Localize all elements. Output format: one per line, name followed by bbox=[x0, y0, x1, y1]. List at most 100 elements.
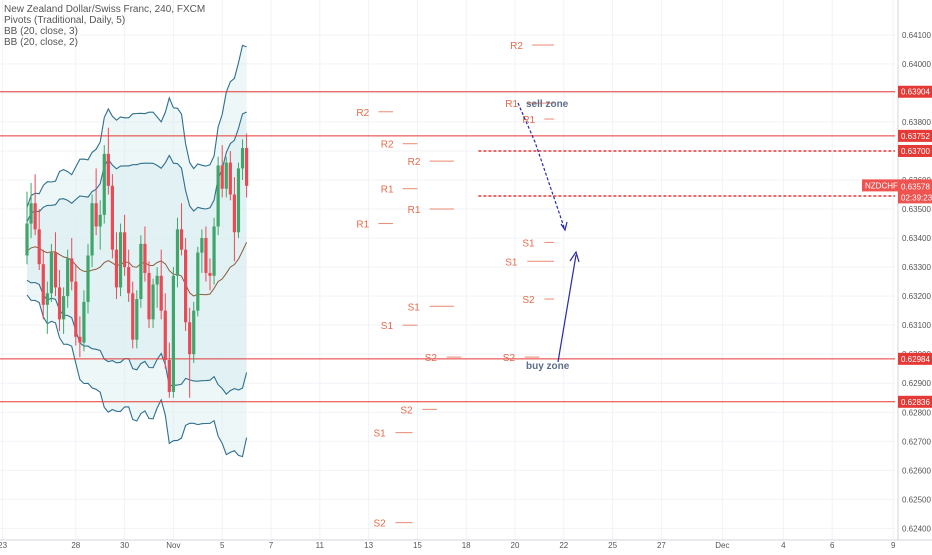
candle bbox=[66, 249, 70, 308]
pivot-label: R1 bbox=[505, 99, 518, 110]
pivot-label: S1 bbox=[408, 302, 421, 313]
candle-body bbox=[94, 203, 98, 227]
time-tick: 9 bbox=[891, 541, 896, 550]
legend-bb-3: BB (20, close, 3) bbox=[4, 26, 78, 37]
price-tick: 0.62500 bbox=[902, 495, 931, 504]
price-tick: 0.62900 bbox=[902, 379, 931, 388]
candle bbox=[123, 214, 127, 276]
pivot-label: S1 bbox=[373, 429, 386, 440]
candle-body bbox=[139, 243, 143, 300]
candle bbox=[25, 191, 29, 265]
candle bbox=[220, 145, 224, 198]
candle-body bbox=[118, 232, 123, 288]
candle-body bbox=[78, 336, 82, 343]
candle bbox=[200, 229, 204, 273]
bb-basis bbox=[26, 242, 248, 297]
candle bbox=[188, 307, 192, 398]
pivot-label: S2 bbox=[503, 353, 516, 364]
candle-body bbox=[212, 226, 216, 276]
level-tag-text: 0.63904 bbox=[901, 88, 930, 97]
candle bbox=[163, 293, 167, 369]
candle-body bbox=[147, 272, 151, 320]
candle-body bbox=[131, 293, 135, 340]
candle-body bbox=[41, 264, 45, 305]
candle-body bbox=[220, 165, 224, 189]
candle-body bbox=[196, 252, 200, 311]
candle bbox=[236, 162, 241, 239]
candle-body bbox=[135, 299, 139, 340]
sell-arrow bbox=[517, 102, 566, 231]
bollinger-bands bbox=[26, 44, 248, 458]
level-tag-box bbox=[898, 352, 932, 365]
price-tick: 0.63300 bbox=[902, 263, 931, 272]
level-tag-box bbox=[898, 85, 932, 98]
price-tick: 0.63800 bbox=[902, 118, 931, 127]
candle-body bbox=[163, 310, 167, 360]
buy-arrow-head bbox=[569, 250, 580, 263]
candle bbox=[159, 249, 163, 320]
candle-body bbox=[171, 275, 175, 392]
candle-body bbox=[175, 229, 180, 276]
candle bbox=[171, 267, 175, 398]
candle bbox=[127, 249, 131, 302]
candle bbox=[33, 174, 37, 236]
bb3-upper bbox=[26, 44, 247, 208]
candle bbox=[208, 258, 212, 291]
candle bbox=[45, 281, 49, 334]
candle-body bbox=[240, 148, 245, 169]
pivot-label: R2 bbox=[381, 140, 394, 151]
candle-body bbox=[66, 258, 70, 297]
candle bbox=[62, 287, 66, 334]
level-tag-box bbox=[898, 129, 932, 142]
candle-body bbox=[110, 185, 114, 250]
pivot-label: S2 bbox=[373, 519, 386, 530]
candle bbox=[167, 342, 171, 398]
candle bbox=[224, 156, 228, 198]
candle-body bbox=[245, 148, 249, 186]
price-tick: 0.62600 bbox=[902, 466, 931, 475]
level-tag-text: 0.62836 bbox=[901, 398, 930, 407]
time-tick: 4 bbox=[781, 541, 786, 550]
candle-body bbox=[53, 252, 58, 288]
candle bbox=[94, 168, 98, 236]
buy-zone-label: buy zone bbox=[526, 361, 570, 372]
bb3-lower bbox=[26, 294, 248, 458]
time-tick: 30 bbox=[120, 541, 129, 550]
candle bbox=[147, 261, 151, 329]
pivot-label: R2 bbox=[356, 108, 369, 119]
candle-body bbox=[200, 238, 204, 253]
time-axis: 232830Nov571113151820222527Dec46911 bbox=[0, 539, 932, 550]
pivot-label: S1 bbox=[522, 238, 535, 249]
candle bbox=[216, 156, 220, 236]
candle bbox=[74, 264, 78, 346]
pivot-label: R1 bbox=[356, 220, 369, 231]
time-tick: 15 bbox=[413, 541, 422, 550]
candle bbox=[232, 177, 236, 262]
legend-pivots: Pivots (Traditional, Daily, 5) bbox=[4, 15, 126, 26]
candle bbox=[53, 232, 58, 297]
pivot-label: R2 bbox=[510, 41, 523, 52]
candle-body bbox=[102, 153, 106, 215]
level-tag-text: 0.62984 bbox=[901, 355, 930, 364]
candle bbox=[155, 267, 159, 308]
time-tick: 13 bbox=[364, 541, 373, 550]
candle bbox=[57, 270, 62, 331]
candle-body bbox=[25, 223, 29, 256]
candle-body bbox=[192, 310, 196, 355]
candle bbox=[70, 238, 74, 291]
candle-body bbox=[49, 252, 53, 294]
level-tag-text: 0.63752 bbox=[901, 132, 930, 141]
candle bbox=[228, 150, 232, 201]
symbol-tag-text: NZDCHF bbox=[865, 181, 898, 190]
candle-body bbox=[143, 243, 147, 273]
price-axis: 0.62400 0.62500 0.62600 0.62700 0.62800 0.629… bbox=[862, 0, 932, 550]
time-tick: 27 bbox=[657, 541, 666, 550]
candle-body bbox=[86, 255, 90, 302]
pivot-label: R1 bbox=[522, 115, 535, 126]
time-tick: 23 bbox=[0, 541, 8, 550]
candle-body bbox=[62, 296, 66, 320]
candle-body bbox=[127, 267, 131, 294]
candle-body bbox=[74, 281, 78, 337]
